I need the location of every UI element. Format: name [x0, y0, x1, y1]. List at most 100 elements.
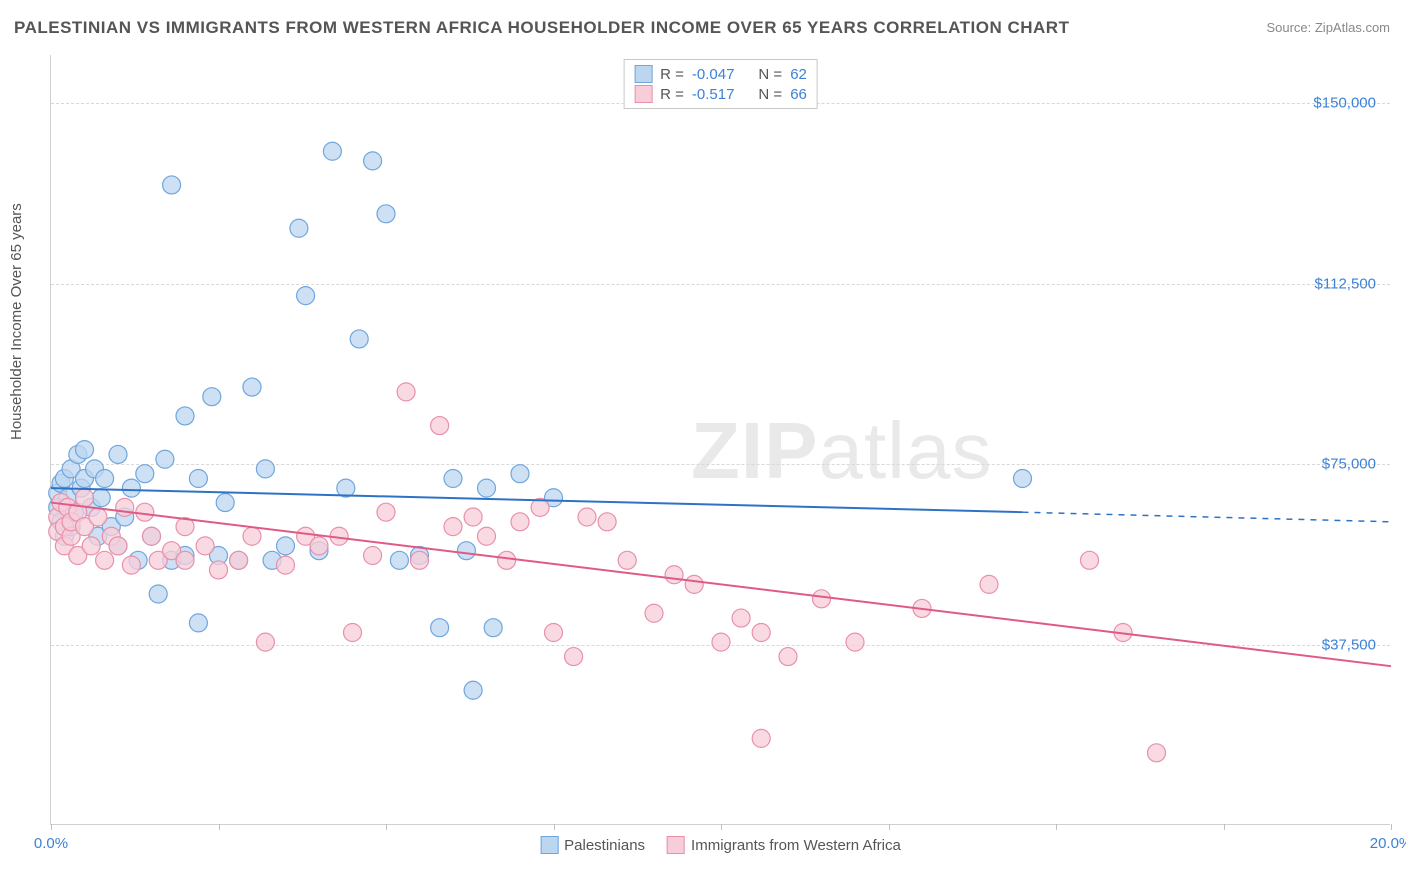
scatter-point	[578, 508, 596, 526]
legend-swatch-palestinians	[634, 65, 652, 83]
r-value-2: -0.517	[692, 86, 735, 103]
scatter-point	[390, 551, 408, 569]
x-tick	[554, 824, 555, 830]
scatter-point	[1081, 551, 1099, 569]
x-tick	[219, 824, 220, 830]
scatter-point	[256, 633, 274, 651]
scatter-point	[323, 142, 341, 160]
n-value-2: 66	[790, 86, 807, 103]
x-tick-label: 20.0%	[1370, 835, 1406, 852]
y-axis-label: Householder Income Over 65 years	[8, 203, 25, 440]
scatter-point	[712, 633, 730, 651]
scatter-point	[752, 729, 770, 747]
scatter-point	[122, 479, 140, 497]
scatter-point	[210, 561, 228, 579]
x-tick	[51, 824, 52, 830]
scatter-point	[256, 460, 274, 478]
source-label: Source: ZipAtlas.com	[1266, 20, 1390, 35]
scatter-point	[498, 551, 516, 569]
legend-swatch-bottom-2	[667, 836, 685, 854]
scatter-point	[364, 547, 382, 565]
scatter-point	[189, 614, 207, 632]
scatter-point	[76, 441, 94, 459]
legend-row-series2: R = -0.517 N = 66	[634, 84, 807, 104]
scatter-point	[344, 624, 362, 642]
scatter-point	[176, 407, 194, 425]
scatter-point	[377, 503, 395, 521]
scatter-point	[82, 537, 100, 555]
scatter-point	[618, 551, 636, 569]
scatter-point	[1148, 744, 1166, 762]
scatter-point	[230, 551, 248, 569]
scatter-point	[149, 585, 167, 603]
x-tick	[1391, 824, 1392, 830]
scatter-point	[176, 551, 194, 569]
scatter-point	[243, 527, 261, 545]
scatter-point	[216, 494, 234, 512]
legend-series-bottom: Palestinians Immigrants from Western Afr…	[540, 836, 901, 854]
scatter-point	[76, 489, 94, 507]
scatter-point	[203, 388, 221, 406]
scatter-point	[310, 537, 328, 555]
scatter-point	[685, 575, 703, 593]
scatter-point	[116, 498, 134, 516]
scatter-point	[431, 619, 449, 637]
scatter-point	[377, 205, 395, 223]
n-value-1: 62	[790, 66, 807, 83]
scatter-point	[464, 508, 482, 526]
scatter-point	[297, 287, 315, 305]
scatter-point	[189, 470, 207, 488]
r-label-1: R =	[660, 66, 684, 83]
scatter-point	[464, 681, 482, 699]
scatter-point	[752, 624, 770, 642]
scatter-point	[1014, 470, 1032, 488]
scatter-point	[89, 508, 107, 526]
scatter-point	[665, 566, 683, 584]
legend-item-western-africa: Immigrants from Western Africa	[667, 836, 901, 854]
legend-item-palestinians: Palestinians	[540, 836, 645, 854]
x-tick	[1224, 824, 1225, 830]
scatter-point	[484, 619, 502, 637]
scatter-point	[846, 633, 864, 651]
scatter-point	[980, 575, 998, 593]
legend-swatch-bottom-1	[540, 836, 558, 854]
scatter-point	[136, 465, 154, 483]
scatter-point	[565, 648, 583, 666]
scatter-point	[156, 450, 174, 468]
chart-title: PALESTINIAN VS IMMIGRANTS FROM WESTERN A…	[14, 18, 1069, 38]
scatter-point	[143, 527, 161, 545]
legend-correlation-box: R = -0.047 N = 62 R = -0.517 N = 66	[623, 59, 818, 109]
scatter-point	[163, 176, 181, 194]
scatter-point	[511, 465, 529, 483]
scatter-point	[96, 470, 114, 488]
scatter-point	[243, 378, 261, 396]
scatter-point	[545, 624, 563, 642]
scatter-point	[645, 604, 663, 622]
scatter-point	[779, 648, 797, 666]
scatter-point	[122, 556, 140, 574]
legend-label-2: Immigrants from Western Africa	[691, 837, 901, 854]
x-tick	[386, 824, 387, 830]
scatter-point	[411, 551, 429, 569]
scatter-point	[277, 556, 295, 574]
scatter-point	[136, 503, 154, 521]
scatter-point	[511, 513, 529, 531]
chart-svg	[51, 55, 1390, 824]
scatter-point	[364, 152, 382, 170]
x-tick	[889, 824, 890, 830]
scatter-point	[431, 417, 449, 435]
scatter-point	[196, 537, 214, 555]
scatter-point	[444, 518, 462, 536]
scatter-point	[92, 489, 110, 507]
r-value-1: -0.047	[692, 66, 735, 83]
scatter-point	[457, 542, 475, 560]
scatter-point	[96, 551, 114, 569]
scatter-point	[397, 383, 415, 401]
legend-swatch-western-africa	[634, 85, 652, 103]
n-label-1: N =	[758, 66, 782, 83]
x-tick-label: 0.0%	[34, 835, 68, 852]
legend-row-series1: R = -0.047 N = 62	[634, 64, 807, 84]
x-tick	[1056, 824, 1057, 830]
scatter-point	[478, 527, 496, 545]
n-label-2: N =	[758, 86, 782, 103]
